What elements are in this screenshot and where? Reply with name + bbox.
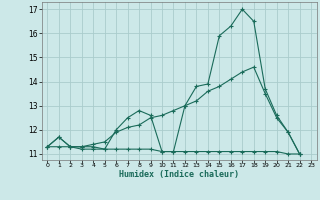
X-axis label: Humidex (Indice chaleur): Humidex (Indice chaleur) <box>119 170 239 179</box>
